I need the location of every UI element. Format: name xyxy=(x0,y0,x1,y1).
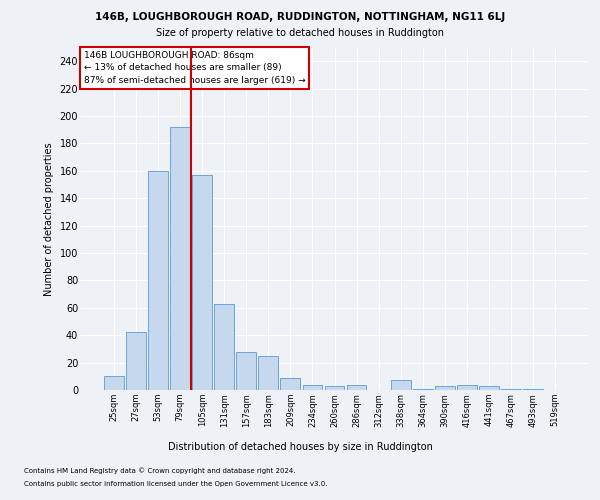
Bar xyxy=(523,388,543,390)
Text: Size of property relative to detached houses in Ruddington: Size of property relative to detached ho… xyxy=(156,28,444,38)
Bar xyxy=(126,332,146,390)
Bar xyxy=(413,388,433,390)
Bar xyxy=(170,127,190,390)
Text: Contains public sector information licensed under the Open Government Licence v3: Contains public sector information licen… xyxy=(24,481,328,487)
Bar xyxy=(457,384,477,390)
Y-axis label: Number of detached properties: Number of detached properties xyxy=(44,142,54,296)
Bar xyxy=(391,380,410,390)
Text: 146B, LOUGHBOROUGH ROAD, RUDDINGTON, NOTTINGHAM, NG11 6LJ: 146B, LOUGHBOROUGH ROAD, RUDDINGTON, NOT… xyxy=(95,12,505,22)
Bar xyxy=(148,171,168,390)
Bar xyxy=(280,378,301,390)
Bar xyxy=(192,175,212,390)
Bar xyxy=(302,384,322,390)
Bar xyxy=(214,304,234,390)
Bar xyxy=(104,376,124,390)
Text: Distribution of detached houses by size in Ruddington: Distribution of detached houses by size … xyxy=(167,442,433,452)
Bar xyxy=(236,352,256,390)
Bar xyxy=(347,384,367,390)
Bar xyxy=(479,386,499,390)
Bar xyxy=(259,356,278,390)
Text: 146B LOUGHBOROUGH ROAD: 86sqm
← 13% of detached houses are smaller (89)
87% of s: 146B LOUGHBOROUGH ROAD: 86sqm ← 13% of d… xyxy=(83,51,305,85)
Bar xyxy=(501,388,521,390)
Bar xyxy=(325,386,344,390)
Text: Contains HM Land Registry data © Crown copyright and database right 2024.: Contains HM Land Registry data © Crown c… xyxy=(24,468,296,474)
Bar xyxy=(435,386,455,390)
